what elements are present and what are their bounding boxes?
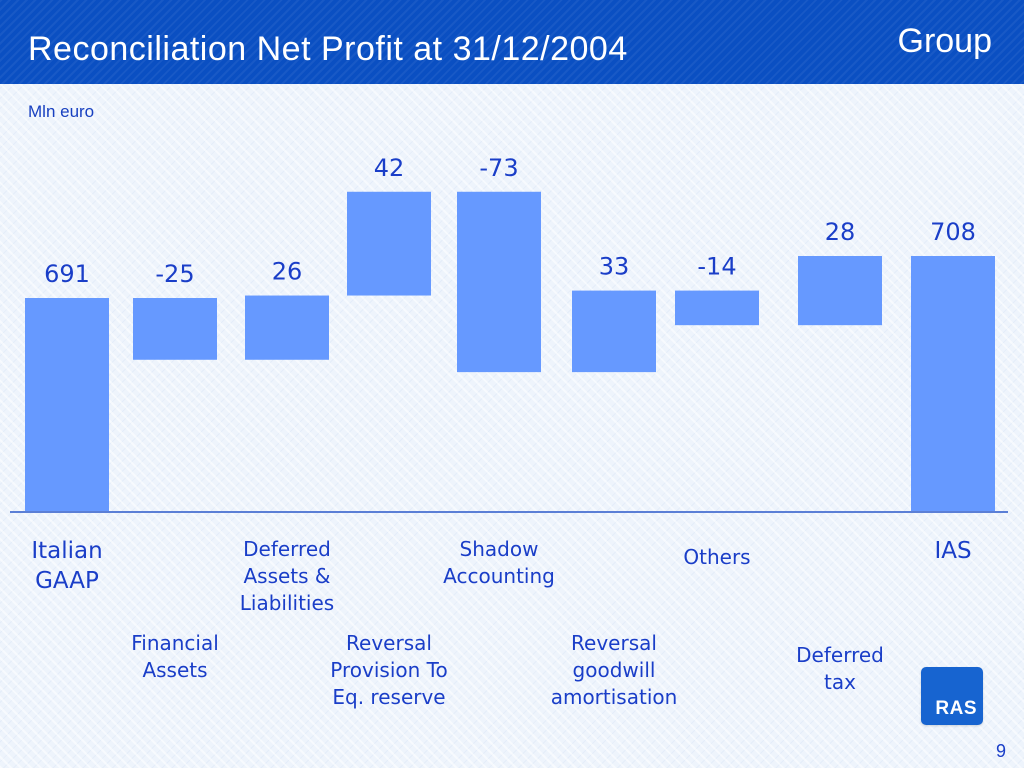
logo-text: RAS: [935, 698, 977, 719]
category-label-3: Deferred Assets & Liabilities: [239, 537, 335, 615]
data-label-1: 691: [44, 260, 90, 288]
bar-8: [798, 256, 882, 326]
category-label-7: Others: [683, 545, 751, 569]
category-label-2: Financial Assets: [131, 631, 219, 682]
unit-label: Mln euro: [28, 102, 95, 121]
page-number: 9: [995, 741, 1006, 761]
header-bar: Reconciliation Net Profit at 31/12/2004 …: [0, 0, 1024, 84]
category-label-9: IAS: [934, 538, 972, 564]
data-label-7: -14: [697, 253, 736, 281]
data-label-6: 33: [599, 253, 630, 281]
bar-6: [572, 290, 656, 373]
bar-4: [347, 191, 431, 296]
bar-3: [245, 295, 329, 360]
data-label-4: 42: [374, 154, 405, 182]
page-title: Reconciliation Net Profit at 31/12/2004: [28, 30, 628, 68]
data-label-3: 26: [272, 258, 303, 286]
category-label-1: Italian GAAP: [31, 538, 103, 594]
data-label-2: -25: [155, 260, 194, 288]
bar-7: [675, 290, 759, 326]
category-label-8: Deferred tax: [796, 643, 884, 694]
bar-9: [911, 256, 995, 511]
category-label-4: Reversal Provision To Eq. reserve: [330, 631, 448, 709]
category-label-5: Shadow Accounting: [443, 537, 555, 588]
data-label-9: 708: [930, 218, 976, 246]
data-label-8: 28: [825, 218, 856, 246]
bar-1: [25, 298, 109, 511]
category-label-6: Reversal goodwill amortisation: [550, 631, 678, 709]
ras-logo: RAS: [921, 667, 983, 725]
data-label-5: -73: [479, 154, 518, 182]
group-label: Group: [897, 22, 993, 60]
bar-5: [457, 191, 541, 373]
bar-2: [133, 298, 217, 360]
